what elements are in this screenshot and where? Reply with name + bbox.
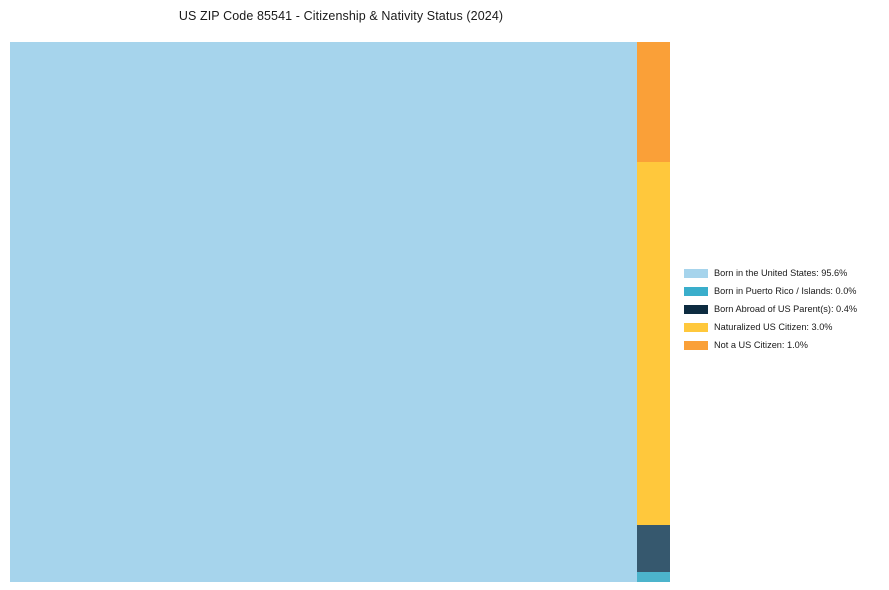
chart-legend: Born in the United States: 95.6% Born in …	[684, 264, 880, 354]
tile-born-abroad-of-us-parents[interactable]	[637, 525, 670, 572]
legend-item-not-a-us-citizen[interactable]: Not a US Citizen: 1.0%	[684, 336, 880, 354]
legend-swatch-naturalized-us-citizen	[684, 322, 708, 332]
legend-item-born-in-the-united-states[interactable]: Born in the United States: 95.6%	[684, 264, 880, 282]
legend-swatch-born-in-the-united-states	[684, 268, 708, 278]
legend-label-naturalized-us-citizen: Naturalized US Citizen: 3.0%	[714, 321, 833, 332]
page-title: US ZIP Code 85541 - Citizenship & Nativi…	[178, 9, 504, 23]
tile-not-a-us-citizen[interactable]	[637, 42, 670, 162]
legend-swatch-born-in-puerto-rico-islands	[684, 286, 708, 296]
legend-item-born-abroad-of-us-parents[interactable]: Born Abroad of US Parent(s): 0.4%	[684, 300, 880, 318]
legend-item-born-in-puerto-rico-islands[interactable]: Born in Puerto Rico / Islands: 0.0%	[684, 282, 880, 300]
legend-label-born-in-the-united-states: Born in the United States: 95.6%	[714, 267, 848, 278]
tile-naturalized-us-citizen[interactable]	[637, 162, 670, 525]
legend-swatch-born-abroad-of-us-parents	[684, 304, 708, 314]
legend-item-naturalized-us-citizen[interactable]: Naturalized US Citizen: 3.0%	[684, 318, 880, 336]
legend-label-born-in-puerto-rico-islands: Born in Puerto Rico / Islands: 0.0%	[714, 285, 857, 296]
tile-born-in-the-united-states[interactable]	[10, 42, 637, 582]
legend-label-not-a-us-citizen: Not a US Citizen: 1.0%	[714, 339, 808, 350]
tile-born-in-puerto-rico-islands[interactable]	[637, 572, 670, 582]
legend-label-born-abroad-of-us-parents: Born Abroad of US Parent(s): 0.4%	[714, 303, 857, 314]
plot-area	[10, 42, 670, 582]
legend-swatch-not-a-us-citizen	[684, 340, 708, 350]
